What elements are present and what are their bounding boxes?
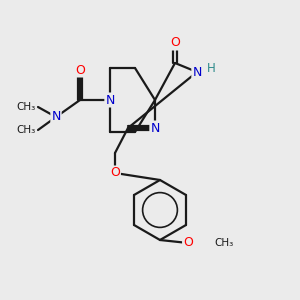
Text: N: N <box>51 110 61 124</box>
Text: CH₃: CH₃ <box>17 102 36 112</box>
Text: O: O <box>110 167 120 179</box>
Text: N: N <box>105 94 115 106</box>
Text: O: O <box>75 64 85 76</box>
Text: N: N <box>192 65 202 79</box>
Text: N: N <box>150 122 160 134</box>
Text: CH₃: CH₃ <box>214 238 233 248</box>
Text: O: O <box>183 236 193 250</box>
Text: CH₃: CH₃ <box>17 125 36 135</box>
Text: O: O <box>170 37 180 50</box>
Text: H: H <box>207 62 215 76</box>
